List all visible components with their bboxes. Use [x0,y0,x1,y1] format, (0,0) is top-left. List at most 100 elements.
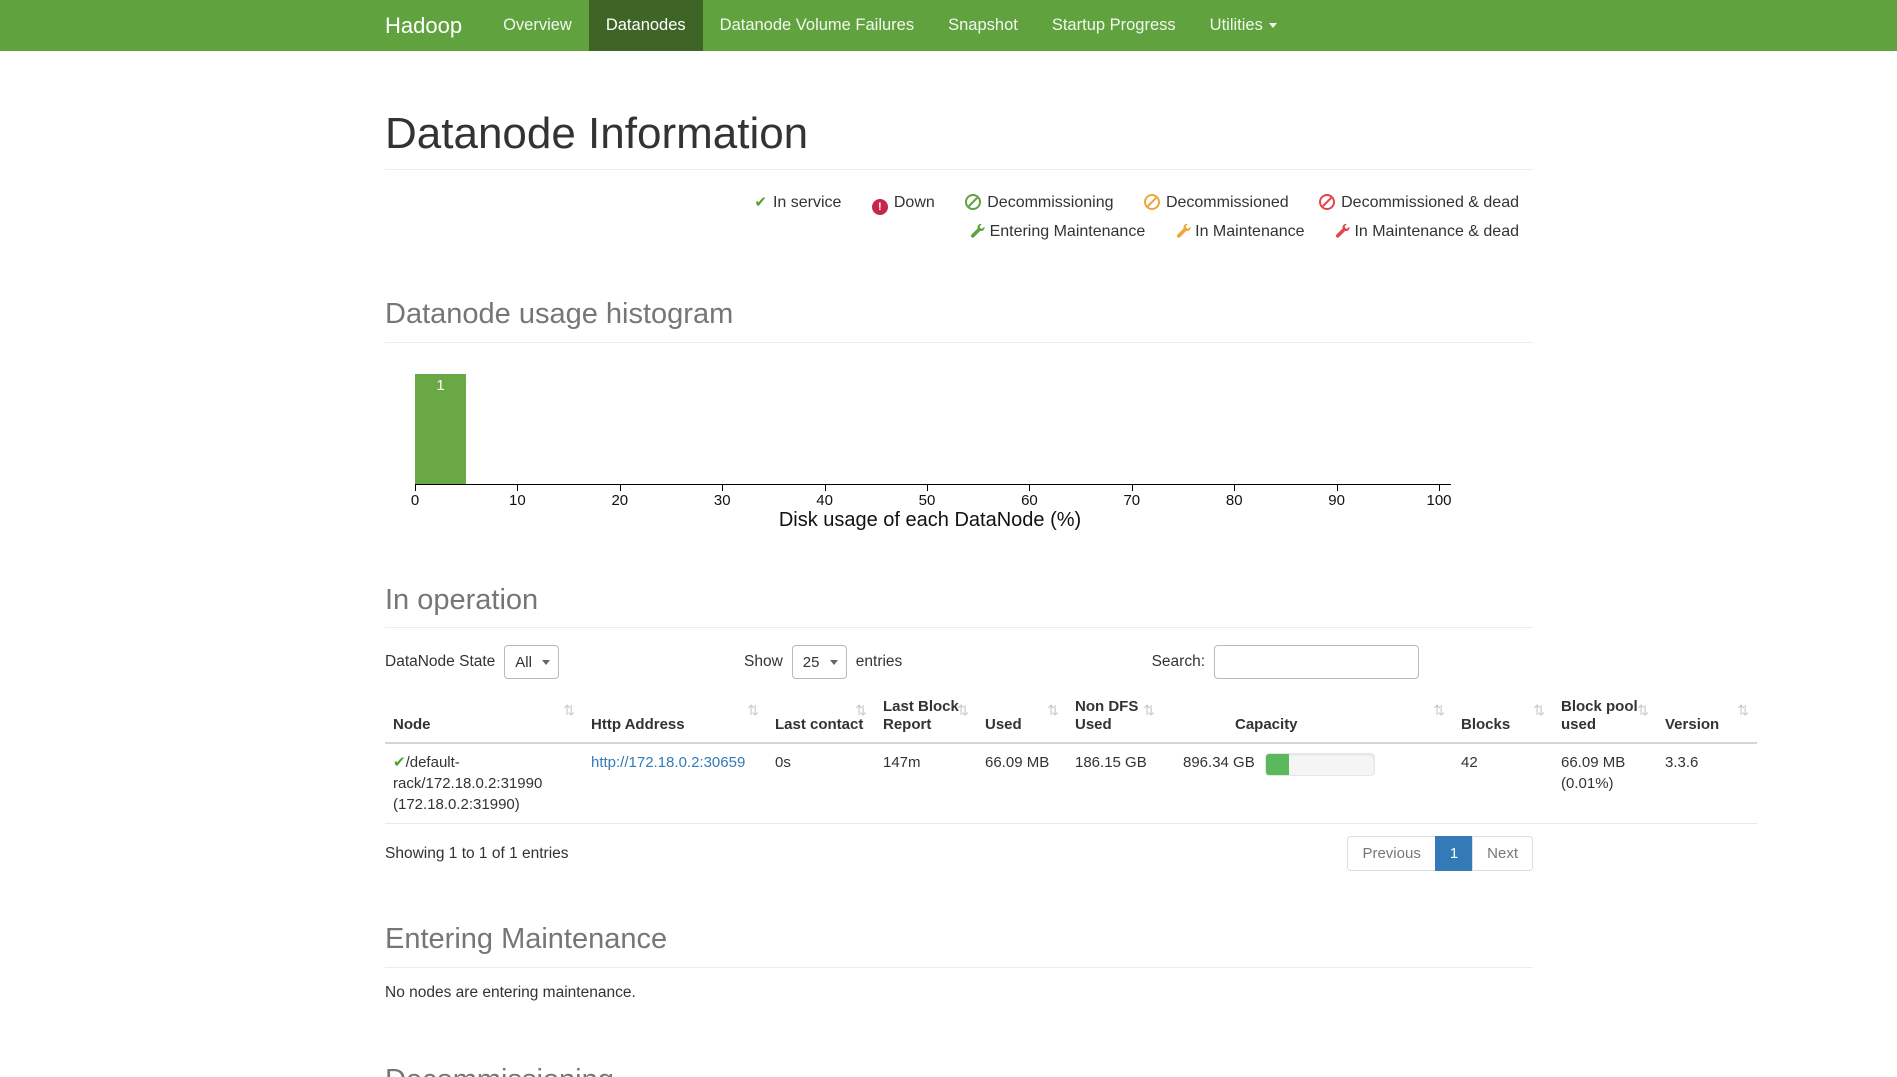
sort-icon[interactable]: ⇅ [1637,702,1649,719]
tick-mark [517,484,519,491]
show-label: Show [744,653,783,671]
cell-node: ✔/default-rack/172.18.0.2:31990 (172.18.… [385,743,583,825]
pagination-next[interactable]: Next [1472,836,1533,872]
cell-blocks: 42 [1453,743,1553,825]
exclamation-circle-icon: ! [871,199,888,216]
tick-mark [1336,484,1338,491]
cell-last-contact: 0s [767,743,875,825]
datanode-state-select-wrap: All [504,645,560,680]
nav-item-utilities[interactable]: Utilities [1193,0,1294,51]
tick-label: 40 [816,491,833,509]
tick-mark [415,484,416,491]
tick-label: 70 [1123,491,1141,509]
column-header-node[interactable]: ⇅ Node [385,696,583,745]
check-icon: ✔ [754,194,767,212]
entering-maintenance-section-header: Entering Maintenance [385,923,1533,968]
column-header-block-pool-used[interactable]: ⇅ Block pool used [1553,696,1657,745]
nav-link-datanodes[interactable]: Datanodes [588,0,703,51]
tick-mark [927,484,928,491]
search-input[interactable] [1214,645,1419,680]
tick-mark [1234,484,1236,491]
tick-mark [1439,484,1441,491]
column-header-last-block-report[interactable]: ⇅ Last Block Report [875,696,977,745]
histogram-bar-count: 1 [436,376,445,394]
nav-link-utilities[interactable]: Utilities [1193,0,1294,51]
tick-label: 0 [410,491,420,509]
cell-version: 3.3.6 [1657,743,1757,825]
tick-label: 50 [918,491,936,509]
entries-label: entries [855,653,903,671]
sort-icon[interactable]: ⇅ [1047,702,1059,719]
histogram-ticks: 0 10 20 30 40 50 60 70 80 90 100 [411,484,1452,513]
wrench-icon [971,224,985,238]
column-header-blocks[interactable]: ⇅ Blocks [1453,696,1553,745]
show-entries-select[interactable]: 25 [791,645,847,680]
http-address-link[interactable]: http://172.18.0.2:30659 [591,754,746,772]
show-entries-select-wrap: 25 [791,645,847,680]
tick-label: 30 [713,491,731,509]
legend-in-service: ✔ In service [754,188,841,217]
datanode-state-select[interactable]: All [504,645,560,680]
legend-label: Entering Maintenance [989,223,1146,241]
sort-icon[interactable]: ⇅ [747,702,759,719]
pagination-previous[interactable]: Previous [1347,836,1436,872]
ban-icon [965,194,982,211]
nav-item-datanodes[interactable]: Datanodes [588,0,703,51]
sort-icon[interactable]: ⇅ [563,702,575,719]
column-header-used[interactable]: ⇅ Used [977,696,1067,745]
tick-mark [824,484,826,491]
legend-decommissioned: Decommissioned [1143,188,1289,217]
sort-icon[interactable]: ⇅ [855,702,867,719]
capacity-progress-fill [1265,754,1290,776]
decommissioning-title: Decommissioning [385,1064,1533,1077]
sort-icon[interactable]: ⇅ [1433,702,1445,719]
datanode-state-label: DataNode State [385,653,496,671]
tick-label: 60 [1021,491,1038,509]
pagination: Previous 1 Next [1347,836,1533,872]
column-header-non-dfs-used[interactable]: ⇅ Non DFS Used [1067,696,1163,745]
legend-down: ! Down [871,188,935,217]
histogram-plot: 1 [415,373,1445,484]
column-header-http-address[interactable]: ⇅ Http Address [583,696,767,745]
tick-label: 100 [1426,491,1452,509]
page-header: Datanode Information [385,109,1533,171]
legend-label: In service [772,194,842,212]
sort-icon[interactable]: ⇅ [1143,702,1155,719]
cell-capacity: 896.34 GB [1163,743,1453,825]
cell-used: 66.09 MB [977,743,1067,825]
nav-link-overview[interactable]: Overview [503,16,572,34]
page-length-control: Show 25 entries [744,644,902,680]
legend-label: Decommissioned [1165,194,1289,212]
table-summary: Showing 1 to 1 of 1 entries [385,844,569,862]
legend-row-1: ✔ In service ! Down Decommissioning Decomm… [385,188,1519,217]
column-header-capacity[interactable]: ⇅ Capacity [1163,696,1453,745]
sort-icon[interactable]: ⇅ [1737,702,1749,719]
histogram-x-axis-label: Disk usage of each DataNode (%) [778,508,1082,531]
column-header-version[interactable]: ⇅ Version [1657,696,1757,745]
check-icon: ✔ [393,754,406,772]
legend-entering-maintenance: Entering Maintenance [970,217,1145,246]
legend-row-2: Entering Maintenance In Maintenance In M… [385,217,1519,246]
column-header-last-contact[interactable]: ⇅ Last contact [767,696,875,745]
brand-hadoop[interactable]: Hadoop [385,13,463,38]
nav-link-datanode-volume-failures[interactable]: Datanode Volume Failures [719,16,915,34]
legend-label: Decommissioning [987,194,1114,212]
histogram-section-header: Datanode usage histogram [385,298,1533,343]
sort-icon[interactable]: ⇅ [1533,702,1545,719]
wrench-icon [1176,224,1191,238]
legend-decommissioning: Decommissioning [965,188,1114,217]
table-controls: DataNode State All Show 25 entries Searc… [385,644,1533,680]
sort-icon[interactable]: ⇅ [957,702,969,719]
tick-mark [619,484,621,491]
legend-label: In Maintenance & dead [1354,223,1519,241]
nav-item-overview[interactable]: Overview [486,0,589,51]
entering-maintenance-title: Entering Maintenance [385,923,668,956]
capacity-value: 896.34 GB [1183,754,1255,772]
nav-item-snapshot[interactable]: Snapshot [931,0,1035,51]
legend-in-maintenance: In Maintenance [1176,217,1305,246]
nav-link-startup-progress[interactable]: Startup Progress [1051,16,1176,34]
nav-link-snapshot[interactable]: Snapshot [948,16,1018,34]
nav-item-startup-progress[interactable]: Startup Progress [1035,0,1193,51]
nav-item-datanode-volume-failures[interactable]: Datanode Volume Failures [703,0,931,51]
pagination-page-1[interactable]: 1 [1434,836,1474,872]
